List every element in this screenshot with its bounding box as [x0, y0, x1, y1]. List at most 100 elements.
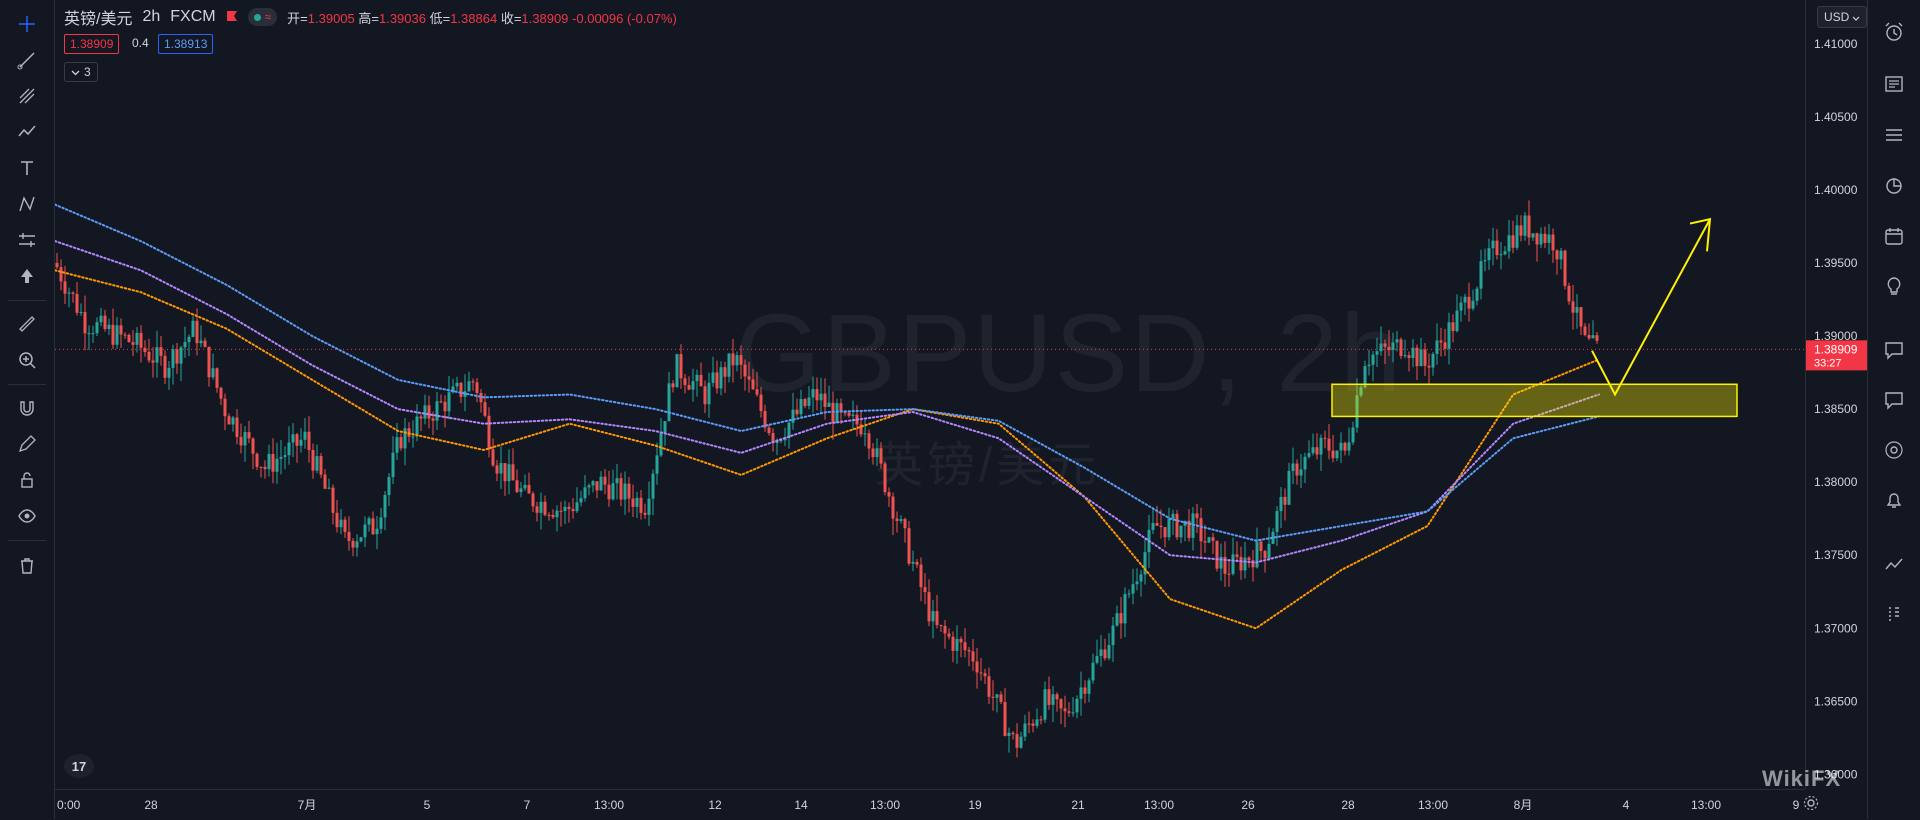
candle-body: [1139, 574, 1143, 582]
candle-body: [1059, 699, 1063, 709]
candle-body: [563, 506, 567, 511]
arrow-up-icon[interactable]: [13, 262, 41, 290]
candle-body: [631, 498, 635, 507]
candle-body: [1351, 427, 1355, 443]
text-icon[interactable]: [13, 154, 41, 182]
pattern-icon[interactable]: [13, 118, 41, 146]
candle-body: [1119, 613, 1123, 624]
chat-icon[interactable]: [1880, 336, 1908, 364]
ruler-icon[interactable]: [13, 310, 41, 338]
candle-body: [211, 368, 215, 378]
candle-body: [63, 281, 67, 294]
pine-screener-icon[interactable]: [1880, 550, 1908, 578]
candle-body: [1159, 525, 1163, 528]
candle-body: [623, 483, 627, 500]
candle-body: [1123, 594, 1127, 624]
candle-body: [315, 456, 319, 471]
candle-body: [1019, 736, 1023, 748]
candle-body: [743, 364, 747, 377]
candle-body: [139, 332, 143, 348]
pencil-lock-icon[interactable]: [13, 430, 41, 458]
candle-body: [1091, 662, 1095, 681]
candle-body: [195, 320, 199, 344]
candle-body: [567, 506, 571, 509]
price-tick-label: 1.36500: [1814, 694, 1858, 708]
candle-body: [1279, 496, 1283, 512]
interval[interactable]: 2h: [142, 8, 161, 25]
current-price-tag: [1806, 340, 1868, 371]
streams-icon[interactable]: [1880, 386, 1908, 414]
candle-body: [1415, 347, 1419, 367]
chart-area[interactable]: GBPUSD, 2h 英镑/美元: [55, 0, 1805, 789]
broadcast-icon[interactable]: [1880, 436, 1908, 464]
price-tick-label: 1.39500: [1814, 256, 1858, 270]
zoom-icon[interactable]: [13, 346, 41, 374]
candle-body: [739, 355, 743, 365]
candle-body: [1299, 469, 1303, 476]
eye-icon[interactable]: [13, 502, 41, 530]
candle-body: [1583, 326, 1587, 336]
news-icon[interactable]: [1880, 70, 1908, 98]
time-axis[interactable]: 0:00 28 7月 5 7 13:00 12 14 13:00 19 21 13:00 26 28 13:…: [55, 789, 1805, 820]
candle-body: [1587, 335, 1591, 339]
sell-price-button[interactable]: 1.38909: [64, 34, 120, 54]
close-label: 收=: [500, 10, 522, 26]
calendar-icon[interactable]: [1880, 222, 1908, 250]
hotlist-icon[interactable]: [1880, 172, 1908, 200]
candle-body: [639, 497, 643, 513]
candle-body: [1007, 732, 1011, 736]
dom-icon[interactable]: [1880, 600, 1908, 628]
candle-body: [771, 433, 775, 444]
candle-body: [495, 465, 499, 474]
time-tick-label: 14: [794, 798, 808, 812]
crosshair-icon[interactable]: [13, 10, 41, 38]
candle-body: [539, 501, 543, 513]
candle-body: [923, 587, 927, 593]
candle-body: [1111, 625, 1115, 646]
fib-icon[interactable]: [13, 82, 41, 110]
candle-body: [1547, 234, 1551, 243]
currency-button[interactable]: USD: [1817, 6, 1868, 28]
candle-body: [231, 417, 235, 425]
alarm-clock-icon[interactable]: [1880, 18, 1908, 46]
lock-icon[interactable]: [13, 466, 41, 494]
candle-body: [359, 537, 363, 542]
tradingview-logo-icon[interactable]: 17: [64, 754, 94, 778]
time-tick-label: 7: [524, 798, 531, 812]
candle-body: [395, 437, 399, 453]
candle-body: [207, 346, 211, 378]
settings-gear-icon[interactable]: [1800, 792, 1822, 814]
candle-body: [1287, 470, 1291, 505]
candle-body: [575, 502, 579, 512]
buy-price-button[interactable]: 1.38913: [158, 34, 214, 54]
candle-body: [571, 508, 575, 512]
candlestick-chart[interactable]: [55, 0, 1805, 789]
candle-body: [1215, 540, 1219, 569]
ohlc-values: 开=1.39005 高=1.39036 低=1.38864 收=1.38909 …: [287, 8, 677, 27]
candle-body: [1499, 254, 1503, 256]
candle-body: [899, 519, 903, 522]
market-status-pill[interactable]: ≈: [247, 8, 278, 26]
trash-icon[interactable]: [13, 552, 41, 580]
measure-icon[interactable]: [13, 226, 41, 254]
ideas-lightbulb-icon[interactable]: [1880, 272, 1908, 300]
watchlist-icon[interactable]: [1880, 122, 1908, 150]
candle-body: [511, 464, 515, 481]
trend-line-icon[interactable]: [13, 46, 41, 74]
prediction-icon[interactable]: [13, 190, 41, 218]
symbol-header: 英镑/美元 2h FXCM ≈ 开=1.39005 高=1.39036 低=1.…: [64, 6, 677, 28]
candle-body: [1055, 694, 1059, 700]
indicators-toggle[interactable]: 3: [64, 62, 98, 82]
candle-body: [1551, 234, 1555, 251]
candle-body: [995, 694, 999, 698]
candle-body: [951, 636, 955, 651]
notifications-bell-icon[interactable]: [1880, 486, 1908, 514]
magnet-icon[interactable]: [13, 394, 41, 422]
candle-body: [1211, 537, 1215, 541]
price-axis[interactable]: 1.41000 1.40500 1.40000 1.39500 1.39000 1.385…: [1805, 0, 1868, 789]
candle-body: [1175, 513, 1179, 538]
candle-body: [935, 611, 939, 626]
time-tick-label: 13:00: [1418, 798, 1448, 812]
symbol-name[interactable]: 英镑/美元: [64, 11, 133, 28]
candle-body: [1223, 556, 1227, 574]
